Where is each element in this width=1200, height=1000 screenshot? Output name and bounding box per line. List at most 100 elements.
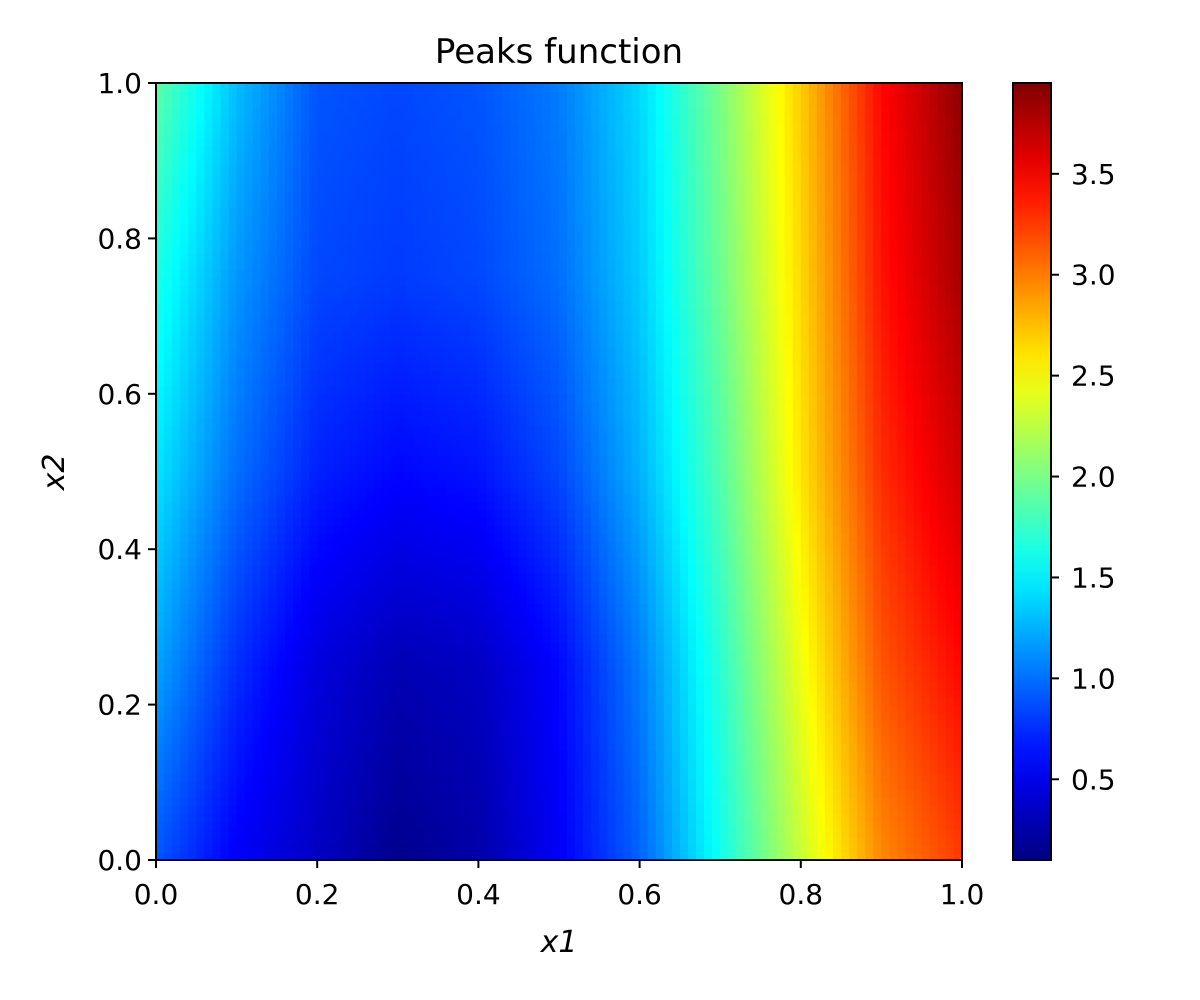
heatmap-cell: [728, 758, 737, 768]
heatmap-cell: [534, 510, 544, 519]
heatmap-cell: [333, 611, 342, 620]
heatmap-cell: [454, 704, 463, 713]
heatmap-cell: [599, 626, 608, 636]
heatmap-cell: [268, 588, 278, 597]
heatmap-cell: [244, 518, 254, 527]
heatmap-cell: [502, 541, 512, 550]
heatmap-cell: [679, 657, 689, 667]
heatmap-cell: [921, 689, 931, 698]
heatmap-cell: [953, 797, 963, 807]
heatmap-cell: [953, 790, 963, 799]
heatmap-cell: [921, 665, 931, 675]
heatmap-cell: [333, 642, 342, 651]
heatmap-cell: [462, 766, 471, 776]
heatmap-cell: [462, 689, 471, 698]
heatmap-cell: [679, 774, 689, 783]
heatmap-cell: [309, 712, 318, 721]
heatmap-cell: [196, 735, 205, 745]
heatmap-cell: [655, 681, 665, 690]
heatmap-cell: [268, 549, 278, 558]
heatmap-cell: [309, 494, 318, 504]
heatmap-cell: [663, 611, 673, 620]
heatmap-cell: [744, 696, 754, 706]
heatmap-cell: [212, 852, 222, 861]
heatmap-cell: [542, 704, 552, 713]
heatmap-cell: [349, 510, 359, 519]
heatmap-cell: [945, 619, 955, 628]
heatmap-cell: [704, 479, 713, 488]
heatmap-cell: [413, 518, 423, 527]
heatmap-cell: [704, 665, 713, 675]
heatmap-cell: [599, 533, 608, 543]
heatmap-cell: [381, 564, 391, 574]
heatmap-cell: [663, 549, 673, 558]
heatmap-cell: [591, 774, 600, 783]
heatmap-cell: [881, 650, 891, 659]
heatmap-cell: [849, 665, 858, 675]
heatmap-cell: [534, 712, 544, 721]
heatmap-cell: [470, 626, 479, 636]
heatmap-cell: [284, 657, 294, 667]
heatmap-cell: [421, 494, 431, 504]
heatmap-cell: [841, 611, 850, 620]
heatmap-cell: [180, 751, 189, 760]
heatmap-cell: [865, 634, 874, 644]
heatmap-cell: [446, 673, 455, 682]
heatmap-cell: [929, 588, 939, 597]
heatmap-cell: [542, 642, 552, 651]
heatmap-cell: [615, 751, 625, 760]
heatmap-cell: [567, 696, 576, 706]
heatmap-cell: [784, 479, 794, 488]
heatmap-cell: [575, 533, 584, 543]
heatmap-cell: [897, 689, 907, 698]
heatmap-cell: [889, 797, 899, 807]
heatmap-cell: [550, 673, 560, 682]
heatmap-cell: [728, 720, 737, 729]
heatmap-cell: [945, 611, 955, 620]
heatmap-cell: [478, 642, 488, 651]
heatmap-cell: [728, 828, 737, 838]
heatmap-cell: [478, 828, 488, 838]
heatmap-cell: [567, 665, 576, 675]
heatmap-cell: [841, 525, 850, 535]
heatmap-cell: [244, 549, 254, 558]
heatmap-cell: [575, 510, 584, 519]
heatmap-cell: [373, 852, 383, 861]
heatmap-cell: [462, 572, 471, 581]
heatmap-cell: [486, 580, 496, 589]
heatmap-cell: [470, 673, 479, 682]
heatmap-cell: [784, 525, 794, 535]
heatmap-cell: [389, 735, 399, 745]
heatmap-cell: [591, 588, 600, 597]
heatmap-cell: [413, 712, 423, 721]
heatmap-cell: [421, 821, 431, 830]
heatmap-cell: [841, 533, 850, 543]
heatmap-cell: [631, 494, 641, 504]
heatmap-cell: [333, 696, 342, 706]
heatmap-cell: [365, 479, 375, 488]
heatmap-cell: [228, 626, 238, 636]
heatmap-cell: [494, 494, 504, 504]
heatmap-cell: [204, 502, 214, 511]
heatmap-cell: [599, 556, 608, 566]
heatmap-cell: [550, 790, 560, 799]
heatmap-cell: [542, 626, 552, 636]
heatmap-cell: [776, 689, 786, 698]
heatmap-cell: [567, 790, 576, 799]
heatmap-cell: [897, 828, 907, 838]
heatmap-cell: [655, 805, 665, 814]
heatmap-cell: [293, 766, 302, 776]
heatmap-cell: [833, 657, 842, 667]
heatmap-cell: [704, 603, 713, 612]
heatmap-cell: [196, 650, 205, 659]
heatmap-cell: [679, 642, 689, 651]
heatmap-cell: [510, 720, 520, 729]
heatmap-cell: [647, 510, 657, 519]
heatmap-cell: [671, 588, 681, 597]
heatmap-cell: [663, 634, 673, 644]
heatmap-cell: [268, 494, 278, 504]
heatmap-cell: [430, 704, 439, 713]
heatmap-cell: [921, 758, 931, 768]
heatmap-cell: [196, 743, 205, 752]
heatmap-cell: [389, 634, 399, 644]
